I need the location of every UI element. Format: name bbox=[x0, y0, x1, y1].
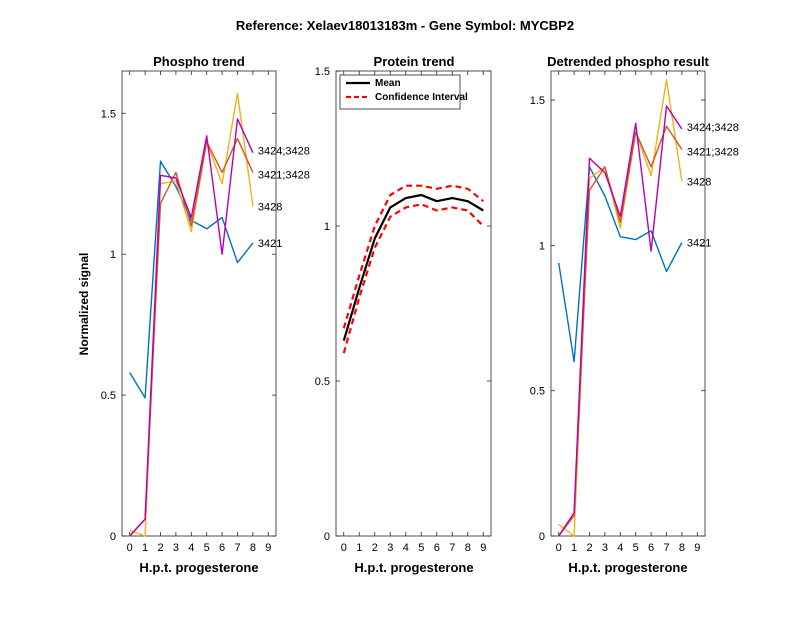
legend-label-confidence-interval: Confidence Interval bbox=[375, 92, 468, 103]
detrended-phospho-x-tick-label: 8 bbox=[679, 542, 685, 554]
phospho-trend-x-tick-label: 9 bbox=[265, 542, 271, 554]
phospho-trend-x-tick-label: 8 bbox=[250, 542, 256, 554]
protein-trend-series-mean bbox=[342, 193, 484, 342]
detrended-phospho-series-label-3421: 3421 bbox=[687, 237, 711, 249]
phospho-trend-series-label-3421: 3421 bbox=[258, 238, 282, 250]
protein-trend-x-tick-label: 8 bbox=[465, 542, 471, 554]
phospho-trend-x-tick-label: 3 bbox=[173, 542, 179, 554]
detrended-phospho-axes-box bbox=[550, 70, 706, 537]
phospho-trend-x-tick-label: 2 bbox=[157, 542, 163, 554]
detrended-phospho-y-tick-label: 0 bbox=[539, 531, 545, 543]
detrended-phospho-y-tick-label: 1.5 bbox=[530, 95, 545, 107]
phospho-trend-y-tick-label: 0 bbox=[110, 531, 116, 543]
detrended-phospho-x-tick-label: 6 bbox=[648, 542, 654, 554]
detrended-phospho-x-tick-label: 9 bbox=[694, 542, 700, 554]
detrended-phospho-x-tick-label: 3 bbox=[602, 542, 608, 554]
detrended-phospho-x-tick-label: 2 bbox=[586, 542, 592, 554]
detrended-phospho-series-label-3421-3428: 3421;3428 bbox=[687, 146, 739, 158]
phospho-trend-series-label-3428: 3428 bbox=[258, 201, 282, 213]
detrended-phospho-x-tick-label: 0 bbox=[556, 542, 562, 554]
protein-trend-y-tick-label: 1 bbox=[324, 221, 330, 233]
phospho-trend-axes-box bbox=[121, 70, 277, 537]
detrended-phospho-x-tick-label: 1 bbox=[571, 542, 577, 554]
phospho-trend-series-label-3421-3428: 3421;3428 bbox=[258, 169, 310, 181]
protein-trend-x-tick-label: 2 bbox=[372, 542, 378, 554]
protein-trend-x-tick-label: 9 bbox=[480, 542, 486, 554]
protein-trend-y-tick-label: 0.5 bbox=[315, 376, 330, 388]
detrended-phospho-xlabel: H.p.t. progesterone bbox=[568, 560, 687, 575]
detrended-phospho-series-label-3428: 3428 bbox=[687, 176, 711, 188]
phospho-trend-x-tick-label: 0 bbox=[127, 542, 133, 554]
protein-trend-x-tick-label: 4 bbox=[403, 542, 409, 554]
protein-trend-axes-box bbox=[335, 70, 492, 537]
detrended-phospho-series-3428 bbox=[558, 78, 683, 537]
detrended-phospho-series-3421 bbox=[558, 166, 683, 363]
detrended-phospho-title: Detrended phospho result bbox=[547, 54, 709, 69]
detrended-phospho-panel: Detrended phospho result H.p.t. progeste… bbox=[530, 54, 739, 575]
protein-trend-x-tick-label: 7 bbox=[449, 542, 455, 554]
phospho-trend-series-3421 bbox=[129, 160, 254, 399]
detrended-phospho-series-3424-3428 bbox=[558, 105, 683, 537]
legend-box bbox=[339, 74, 461, 110]
protein-trend-x-tick-label: 0 bbox=[341, 542, 347, 554]
protein-trend-x-tick-label: 5 bbox=[418, 542, 424, 554]
protein-trend-series-confidence-interval-upper bbox=[342, 184, 484, 329]
phospho-trend-xlabel: H.p.t. progesterone bbox=[139, 560, 258, 575]
detrended-phospho-series-label-3424-3428: 3424;3428 bbox=[687, 122, 739, 134]
figure-title: Reference: Xelaev18013183m - Gene Symbol… bbox=[236, 18, 574, 33]
phospho-trend-y-tick-label: 1.5 bbox=[101, 108, 116, 120]
detrended-phospho-x-tick-label: 4 bbox=[617, 542, 623, 554]
phospho-trend-title: Phospho trend bbox=[153, 54, 245, 69]
phospho-trend-y-tick-label: 0.5 bbox=[101, 390, 116, 402]
protein-trend-x-tick-label: 6 bbox=[434, 542, 440, 554]
phospho-trend-x-tick-label: 1 bbox=[142, 542, 148, 554]
phospho-trend-y-tick-label: 1 bbox=[110, 249, 116, 261]
phospho-trend-x-tick-label: 4 bbox=[188, 542, 194, 554]
detrended-phospho-x-tick-label: 5 bbox=[633, 542, 639, 554]
phospho-trend-x-tick-label: 7 bbox=[234, 542, 240, 554]
protein-trend-xlabel: H.p.t. progesterone bbox=[354, 560, 473, 575]
phospho-trend-x-tick-label: 6 bbox=[219, 542, 225, 554]
protein-trend-y-tick-label: 1.5 bbox=[315, 66, 330, 78]
protein-trend-title: Protein trend bbox=[374, 54, 455, 69]
phospho-trend-series-3424-3428 bbox=[129, 118, 254, 537]
detrended-phospho-y-tick-label: 0.5 bbox=[530, 386, 545, 398]
phospho-trend-x-tick-label: 5 bbox=[204, 542, 210, 554]
phospho-trend-series-label-3424-3428: 3424;3428 bbox=[258, 146, 310, 158]
detrended-phospho-y-tick-label: 1 bbox=[539, 240, 545, 252]
protein-trend-x-tick-label: 3 bbox=[387, 542, 393, 554]
legend-label-mean: Mean bbox=[375, 78, 401, 89]
detrended-phospho-x-tick-label: 7 bbox=[663, 542, 669, 554]
protein-trend-y-tick-label: 0 bbox=[324, 531, 330, 543]
y-axis-label: Normalized signal bbox=[77, 253, 91, 356]
protein-trend-x-tick-label: 1 bbox=[356, 542, 362, 554]
protein-trend-series-confidence-interval-lower bbox=[342, 203, 485, 354]
